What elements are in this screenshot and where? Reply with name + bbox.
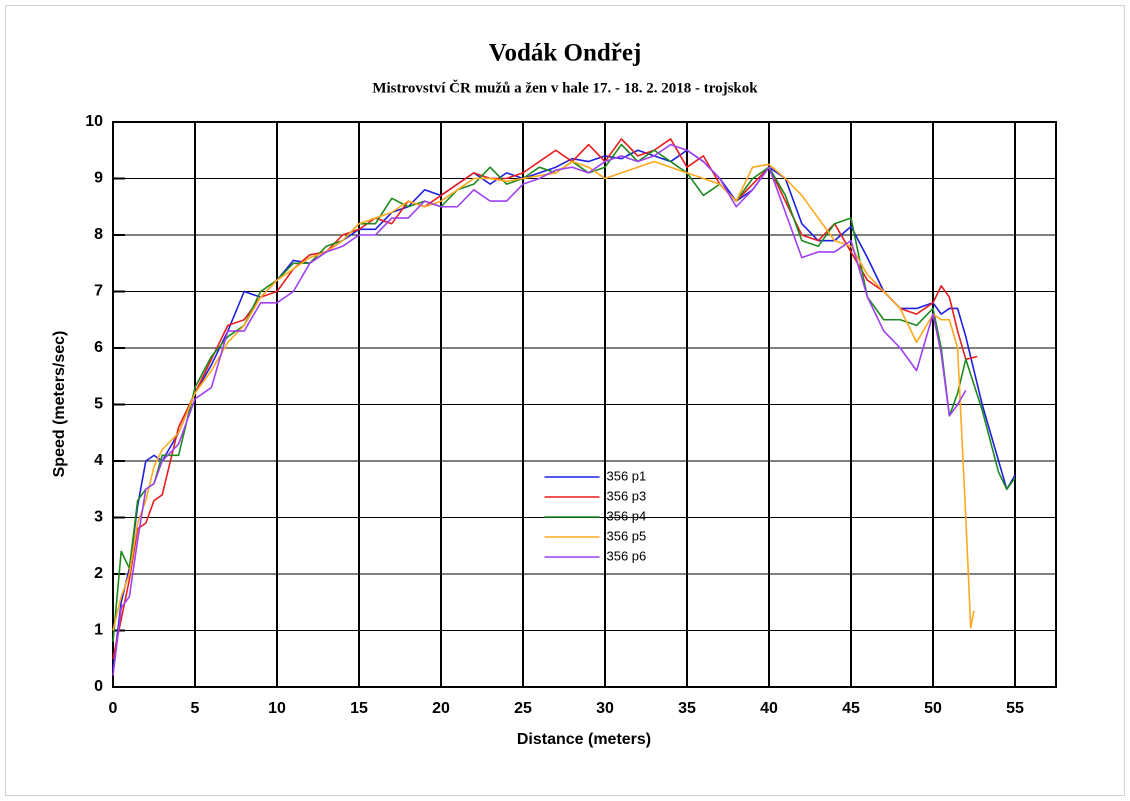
x-tick-label: 30 — [596, 700, 614, 717]
x-tick-label: 25 — [514, 700, 532, 717]
legend-label: 356 p1 — [607, 468, 647, 483]
x-tick-label: 35 — [678, 700, 696, 717]
y-tick-label: 6 — [94, 339, 103, 356]
y-tick-label: 1 — [94, 622, 103, 639]
series-line — [112, 138, 978, 659]
x-tick-label: 5 — [191, 700, 200, 717]
y-tick-label: 10 — [85, 113, 103, 130]
series-line — [112, 143, 1016, 642]
x-tick-label: 10 — [268, 700, 286, 717]
chart-subtitle: Mistrovství ČR mužů a žen v hale 17. - 1… — [372, 79, 758, 96]
x-axis-label: Distance (meters) — [517, 731, 651, 748]
y-tick-label: 9 — [94, 170, 103, 187]
series-line — [112, 143, 967, 676]
x-tick-label: 55 — [1006, 700, 1024, 717]
y-axis-label: Speed (meters/sec) — [51, 331, 68, 478]
plot-frame — [112, 121, 1057, 688]
y-tick-label: 7 — [94, 283, 103, 300]
y-tick-label: 3 — [94, 509, 103, 526]
legend-label: 356 p5 — [607, 528, 647, 543]
y-tick-label: 0 — [94, 678, 103, 695]
x-tick-label: 50 — [924, 700, 942, 717]
legend-label: 356 p6 — [607, 548, 647, 563]
y-tick-label: 5 — [94, 396, 103, 413]
x-tick-label: 15 — [350, 700, 368, 717]
legend-label: 356 p3 — [607, 488, 647, 503]
series-line — [112, 149, 1016, 671]
x-tick-label: 20 — [432, 700, 450, 717]
legend-label: 356 p4 — [607, 508, 647, 523]
y-tick-label: 4 — [94, 452, 103, 469]
chart-title: Vodák Ondřej — [489, 40, 642, 67]
y-tick-label: 8 — [94, 226, 103, 243]
x-tick-label: 0 — [109, 700, 118, 717]
y-tick-label: 2 — [94, 565, 103, 582]
page-border — [5, 5, 1125, 796]
x-tick-label: 40 — [760, 700, 778, 717]
x-tick-label: 45 — [842, 700, 860, 717]
